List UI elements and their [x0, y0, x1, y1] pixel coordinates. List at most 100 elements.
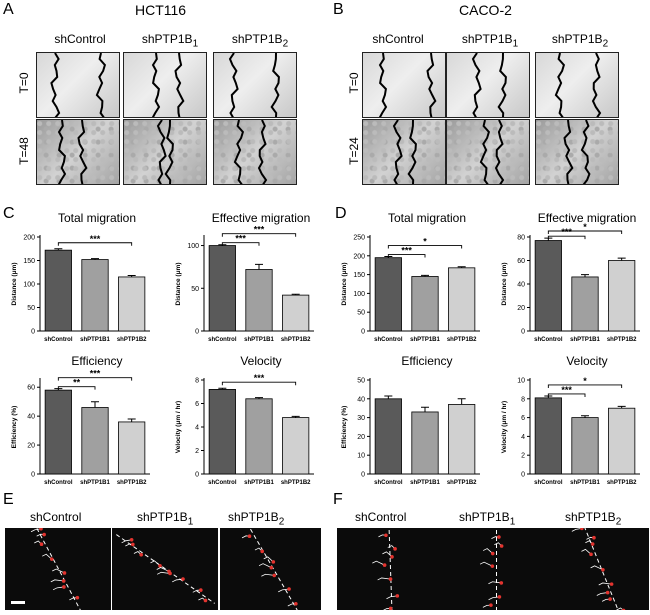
cell-trajectory	[52, 586, 64, 591]
error-bar	[617, 405, 626, 409]
cell-endpoint	[158, 564, 162, 568]
y-tick-label: 50	[191, 286, 199, 293]
cell-trajectory	[372, 560, 385, 566]
cell-trajectory	[171, 578, 184, 583]
significance-label: ***	[235, 234, 246, 244]
cell-trajectory	[377, 577, 391, 581]
significance-bracket	[221, 242, 260, 246]
significance-label: **	[73, 378, 81, 388]
significance-label: ***	[254, 373, 265, 383]
cell-trajectory	[479, 561, 493, 567]
chart-svg: Effective migration Distance (μm) 0 50 100 sh…	[175, 211, 314, 343]
bar	[571, 276, 599, 332]
wound-edge-left	[151, 53, 161, 117]
wound-edge-left	[471, 53, 482, 117]
cell-endpoint	[271, 560, 276, 564]
cell-endpoint	[49, 557, 54, 561]
y-tick-label: 0	[31, 329, 35, 336]
panel-e-label-1: shControl	[30, 510, 82, 524]
cell-trajectory	[278, 588, 290, 593]
panel-letter-a: A	[3, 1, 14, 18]
cell-trajectory	[50, 579, 64, 583]
error-bar	[421, 406, 429, 412]
panel-letter-f: F	[333, 491, 343, 508]
micrograph-a-r1-c0	[36, 119, 120, 185]
cell-endpoint	[42, 532, 46, 537]
cell-trajectory	[261, 573, 275, 577]
chart-title: Effective migration	[538, 211, 637, 225]
y-tick-label: 20	[357, 434, 365, 441]
panel-e-label-2: shPTP1B1	[137, 510, 194, 528]
bar	[571, 417, 599, 475]
y-tick-label: 30	[357, 415, 365, 422]
significance-bracket	[57, 386, 96, 390]
cell-endpoint	[497, 535, 501, 539]
category-label: shPTP1B2	[281, 480, 311, 486]
wound-edge-left	[57, 120, 67, 184]
cell-trajectory	[156, 567, 170, 572]
y-tick-label: 60	[517, 258, 525, 265]
wound-edge-right	[270, 53, 280, 117]
y-axis-label: Velocity (μm / hr)	[175, 401, 182, 453]
error-bar	[457, 266, 466, 268]
cell-trajectory	[121, 539, 132, 544]
category-label: shPTP1B2	[447, 337, 477, 343]
y-tick-label: 2	[521, 453, 525, 460]
y-tick-label: 0	[521, 472, 525, 479]
wound-edge-right	[95, 53, 107, 117]
y-tick-label: 4	[195, 425, 199, 432]
cell-endpoint	[287, 587, 291, 591]
category-label: shPTP1B2	[607, 337, 637, 343]
cell-trajectory	[150, 560, 161, 567]
panel-a-time-0: T=0	[17, 72, 31, 94]
cell-trajectory	[382, 551, 393, 558]
category-label: shControl	[374, 337, 403, 343]
bar	[208, 245, 236, 332]
error-bar	[581, 415, 589, 418]
cell-endpoint	[390, 555, 394, 559]
bar	[245, 398, 273, 475]
cell-track-f-0	[337, 528, 444, 610]
wound-edge-left	[228, 53, 239, 117]
significance-bracket	[221, 381, 297, 386]
cell-track-e-0	[5, 528, 112, 610]
y-tick-label: 40	[517, 282, 525, 289]
bar	[282, 417, 310, 475]
chart-d-velocity: Velocity Velocity (μm / hr) 0 2 4 6 8 10 shContr…	[490, 348, 650, 500]
error-bar	[581, 274, 589, 277]
error-bar	[291, 293, 300, 296]
y-tick-label: 0	[361, 329, 365, 336]
cell-endpoint	[131, 542, 135, 547]
significance-label: ***	[254, 225, 265, 235]
bar	[208, 389, 236, 475]
significance-bracket	[387, 254, 426, 258]
y-axis-label: Distance (μm)	[341, 263, 348, 306]
cell-endpoint	[499, 544, 504, 548]
cell-endpoint	[497, 595, 502, 599]
chart-d-effective-migration: Effective migration Distance (μm) 0 20 40 60 8…	[490, 205, 650, 357]
y-tick-label: 6	[521, 415, 525, 422]
bar	[374, 257, 402, 332]
category-label: shPTP1B2	[607, 480, 637, 486]
micrograph-a-r1-c2	[213, 119, 297, 185]
panel-e-label-3: shPTP1B2	[228, 510, 285, 528]
cell-endpoint	[62, 571, 67, 575]
micrograph-a-r0-c0	[36, 52, 120, 118]
category-label: shControl	[534, 480, 563, 486]
bar	[448, 404, 476, 475]
cell-endpoint	[269, 565, 274, 570]
cell-endpoint	[260, 549, 264, 554]
cell-endpoint	[589, 552, 593, 557]
cell-track-f-2	[548, 528, 650, 610]
chart-svg: Velocity Velocity (μm / hr) 0 2 4 6 8 shControl…	[175, 354, 314, 486]
y-axis-label: Efficiency (%)	[341, 406, 348, 449]
significance-label: ***	[561, 385, 572, 395]
y-axis-label: Distance (μm)	[175, 263, 182, 306]
y-tick-label: 2	[195, 448, 199, 455]
chart-title: Velocity	[240, 354, 281, 368]
category-label: shPTP1B1	[80, 480, 110, 486]
y-axis-label: Efficiency (%)	[11, 406, 18, 449]
y-tick-label: 100	[353, 291, 365, 298]
y-tick-label: 20	[517, 305, 525, 312]
significance-label: *	[583, 222, 587, 232]
